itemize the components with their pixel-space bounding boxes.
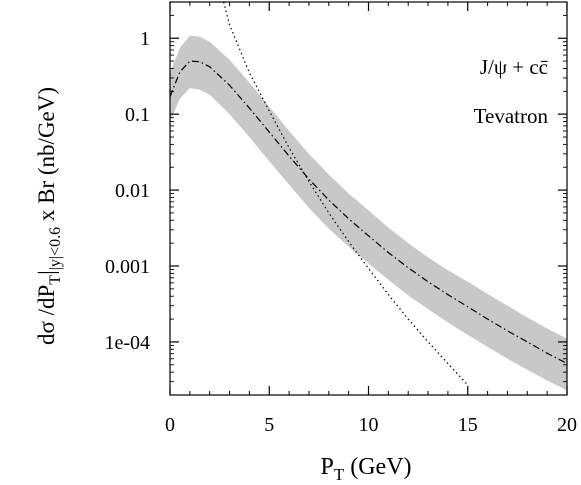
y-tick-label: 1 [140, 28, 150, 50]
series-layer [170, 2, 567, 386]
uncertainty-band [170, 35, 567, 391]
series-line-dash-dot [170, 60, 567, 365]
uncertainty-band-layer [170, 35, 567, 391]
y-tick-label: 0.1 [125, 104, 150, 126]
x-tick-label: 5 [264, 414, 274, 436]
x-axis-label: PT (GeV) [320, 454, 411, 484]
y-axis-ticks: 1 0.1 0.01 0.001 1e-04 [104, 14, 567, 383]
x-tick-label: 20 [557, 414, 577, 436]
annotation-process: J/ψ + cc̄ [480, 55, 548, 79]
annotation-collider: Tevatron [474, 104, 549, 128]
x-tick-label: 10 [359, 414, 379, 436]
x-tick-label: 15 [458, 414, 478, 436]
x-axis-ticks: 0 5 10 15 20 [165, 2, 577, 436]
y-axis-label: dσ /dPT||y|<0.6 x Br (nb/GeV) [34, 87, 64, 345]
y-tick-label: 0.001 [105, 256, 150, 278]
y-tick-label: 0.01 [115, 180, 150, 202]
x-tick-label: 0 [165, 414, 175, 436]
y-tick-label: 1e-04 [104, 332, 150, 354]
